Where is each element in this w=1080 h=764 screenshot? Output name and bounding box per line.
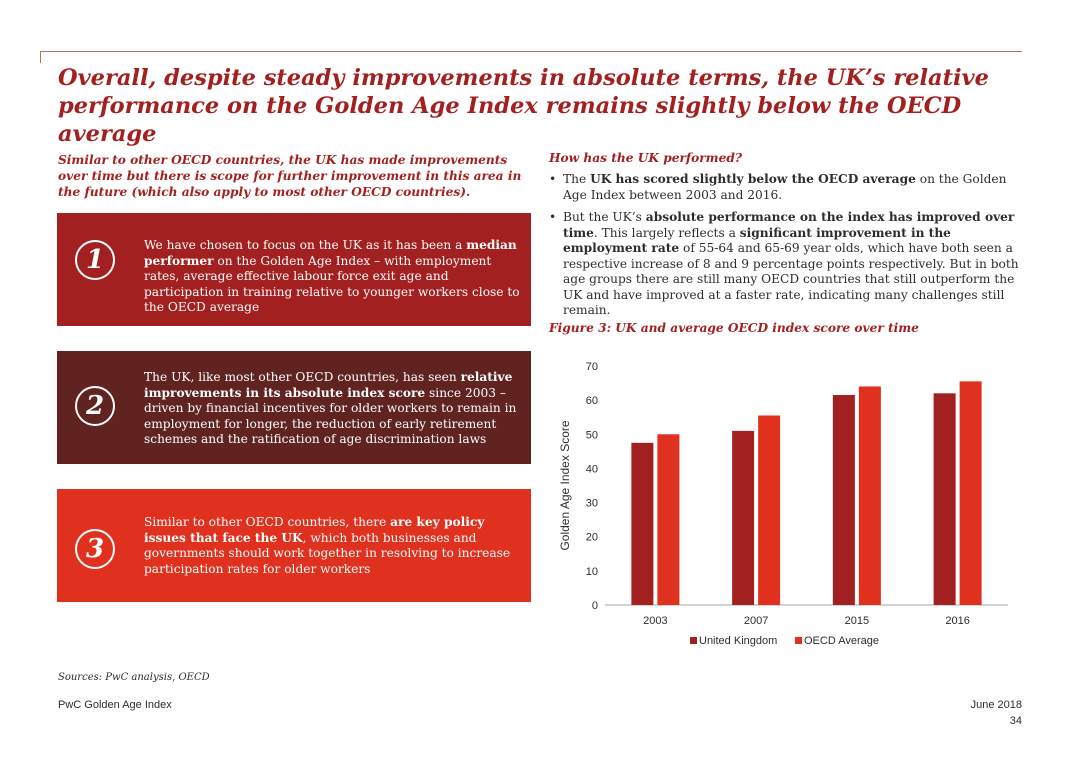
x-tick-label: 2016 <box>945 615 969 627</box>
y-tick-label: 30 <box>586 498 598 510</box>
bar-united-kingdom <box>832 395 855 605</box>
bar-united-kingdom <box>631 442 654 605</box>
performance-heading: How has the UK performed? <box>549 151 742 165</box>
bar-oecd-average <box>657 434 680 605</box>
bar-united-kingdom <box>933 393 956 605</box>
card-2: 2 The UK, like most other OECD countries… <box>57 351 531 464</box>
bar-oecd-average <box>758 415 781 605</box>
card-2-text-a: The UK, like most other OECD countries, … <box>144 370 461 384</box>
page-title: Overall, despite steady improvements in … <box>58 65 989 147</box>
legend-swatch <box>795 637 802 644</box>
bar-oecd-average <box>959 381 982 605</box>
card-number-3: 3 <box>75 529 115 569</box>
bullet-2-text-a: But the UK’s <box>563 210 646 224</box>
card-text-2: The UK, like most other OECD countries, … <box>144 370 526 448</box>
y-tick-label: 60 <box>586 395 598 407</box>
bullet-1-text-bold: UK has scored slightly below the OECD av… <box>590 172 916 186</box>
index-score-chart: 0 10 20 30 40 50 60 70 Golden Age Index Score 200… <box>558 361 1008 647</box>
x-tick-label: 2003 <box>643 615 667 627</box>
card-number-2: 2 <box>75 386 115 426</box>
y-tick-label: 10 <box>586 566 598 578</box>
y-tick-label: 0 <box>592 600 598 612</box>
legend-label: OECD Average <box>804 635 879 647</box>
card-3-text-a: Similar to other OECD countries, there <box>144 515 391 529</box>
performance-bullets: • The UK has scored slightly below the OE… <box>549 172 1024 326</box>
card-1-text-a: We have chosen to focus on the UK as it … <box>144 238 467 252</box>
bullet-2-text-c: of 55-64 and 65-69 year olds, which have… <box>563 241 1019 317</box>
y-tick-label: 70 <box>586 361 598 373</box>
left-subtitle: Similar to other OECD countries, the UK … <box>58 153 522 199</box>
footer-date: June 2018 <box>970 699 1022 711</box>
card-2-text-b: since 2003 – driven by financial incenti… <box>144 385 517 447</box>
y-tick-label: 50 <box>586 429 598 441</box>
bullet-2-text-bold-a: absolute performance on the index has im… <box>563 210 1015 240</box>
y-tick-label: 40 <box>586 463 598 475</box>
bullet-1-text-b: on the Golden Age Index between 2003 and… <box>563 172 1007 202</box>
bullet-1: • The UK has scored slightly below the OE… <box>549 172 1024 203</box>
page-number: 34 <box>1009 715 1022 727</box>
card-3-text-bold: are key policy issues that face the UK <box>144 515 485 545</box>
x-tick-label: 2007 <box>744 615 768 627</box>
legend-swatch <box>690 637 697 644</box>
card-text-1: We have chosen to focus on the UK as it … <box>144 238 526 316</box>
bar-united-kingdom <box>732 430 755 605</box>
bullet-marker: • <box>549 172 557 186</box>
card-1-text-bold: median performer <box>144 238 517 268</box>
figure-caption: Figure 3: UK and average OECD index scor… <box>549 321 919 335</box>
card-2-text-bold: relative improvements in its absolute in… <box>144 370 513 400</box>
bullet-2-text-bold-b: significant improvement in the employmen… <box>563 225 951 256</box>
bullet-marker: • <box>549 210 557 224</box>
x-tick-label: 2015 <box>845 615 869 627</box>
legend-label: United Kingdom <box>699 635 777 647</box>
header-rule-tick <box>40 51 41 63</box>
bar-oecd-average <box>858 386 881 605</box>
header-rule <box>40 51 1022 52</box>
card-3-text-b: , which both businesses and governments … <box>144 530 511 576</box>
footer-report-name: PwC Golden Age Index <box>58 699 172 711</box>
card-text-3: Similar to other OECD countries, there a… <box>144 515 526 577</box>
card-3: 3 Similar to other OECD countries, there… <box>57 489 531 602</box>
bullet-1-text-a: The <box>563 172 591 186</box>
y-axis-title: Golden Age Index Score <box>558 420 572 550</box>
footer-meta: June 2018 34 <box>971 697 1022 729</box>
bullet-2: • But the UK’s absolute performance on th… <box>549 210 1024 319</box>
card-1-text-b: on the Golden Age Index – with employmen… <box>144 253 520 315</box>
bullet-2-text-b: . This largely reflects a <box>593 225 740 240</box>
sources-note: Sources: PwC analysis, OECD <box>58 672 210 683</box>
y-tick-label: 20 <box>586 532 598 544</box>
card-number-1: 1 <box>75 240 115 280</box>
card-1: 1 We have chosen to focus on the UK as i… <box>57 213 531 326</box>
